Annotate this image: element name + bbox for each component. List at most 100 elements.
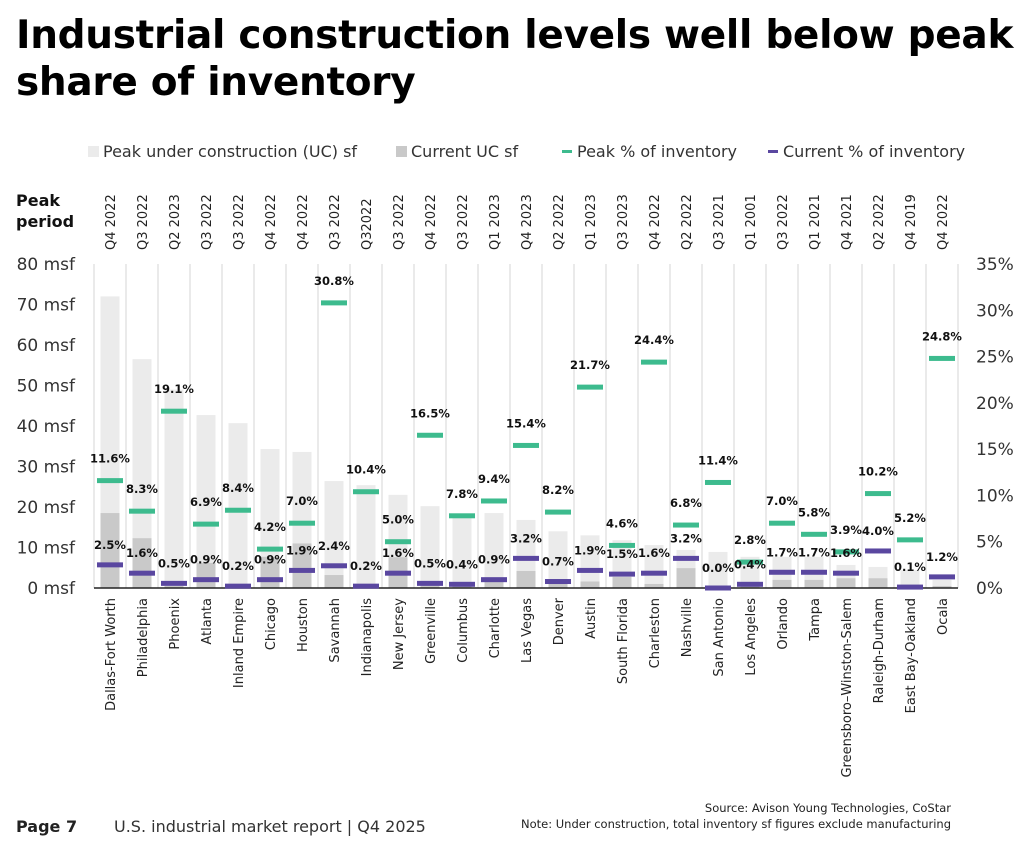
marker-current-pct (769, 569, 795, 575)
y-right-tick-label: 20% (976, 394, 1014, 414)
marker-peak-pct (129, 508, 155, 514)
marker-peak-pct (225, 507, 251, 513)
marker-peak-pct (513, 442, 539, 448)
data-label-peak-pct: 24.4% (634, 333, 674, 347)
bar-current-uc (772, 579, 792, 588)
data-label-current-pct: 1.6% (382, 546, 414, 560)
marker-current-pct (321, 563, 347, 569)
data-label-peak-pct: 5.2% (894, 511, 926, 525)
marker-peak-pct (673, 522, 699, 528)
report-name: U.S. industrial market report | Q4 2025 (114, 817, 426, 836)
y-right-tick-label: 30% (976, 301, 1014, 321)
marker-current-pct (97, 562, 123, 568)
x-tick-label: Houston (296, 598, 311, 652)
data-label-current-pct: 0.5% (414, 556, 446, 570)
bar-current-uc (100, 513, 120, 588)
data-label-peak-pct: 7.0% (766, 494, 798, 508)
marker-peak-pct (289, 520, 315, 526)
bar-current-uc (516, 570, 536, 588)
marker-current-pct (449, 581, 475, 587)
y-right-tick-label: 15% (976, 440, 1014, 460)
bar-current-uc (164, 585, 184, 588)
marker-current-pct (577, 567, 603, 573)
bar-peak-uc (324, 481, 344, 588)
marker-peak-pct (801, 531, 827, 537)
y-right-tick-label: 25% (976, 348, 1014, 368)
x-tick-label: Chicago (264, 598, 279, 650)
marker-current-pct (673, 555, 699, 561)
peak-period-value: Q2 2023 (168, 194, 183, 250)
data-label-current-pct: 4.0% (862, 524, 894, 538)
peak-period-value: Q2 2022 (552, 194, 567, 250)
bar-peak-uc (740, 556, 760, 588)
x-tick-label: Nashville (680, 598, 695, 657)
data-label-peak-pct: 11.4% (698, 453, 738, 467)
y-right-tick-label: 5% (976, 533, 1003, 553)
bar-current-uc (548, 583, 568, 588)
bar-peak-uc (420, 506, 440, 588)
peak-period-value: Q1 2023 (584, 194, 599, 250)
marker-peak-pct (385, 539, 411, 545)
x-tick-label: Indianapolis (360, 598, 375, 677)
bar-current-uc (484, 581, 504, 588)
peak-period-label-line1: Peak (16, 191, 60, 210)
x-tick-label: Raleigh-Durham (872, 598, 887, 703)
marker-current-pct (705, 585, 731, 591)
marker-current-pct (545, 579, 571, 585)
x-tick-label: Philadelphia (136, 598, 151, 677)
data-label-current-pct: 0.1% (894, 560, 926, 574)
data-label-current-pct: 1.6% (830, 546, 862, 560)
bar-peak-uc (228, 423, 248, 588)
peak-period-value: Q4 2023 (520, 194, 535, 250)
y-right-tick-label: 10% (976, 486, 1014, 506)
data-label-current-pct: 1.9% (574, 543, 606, 557)
marker-peak-pct (321, 300, 347, 306)
marker-current-pct (641, 570, 667, 576)
bar-peak-uc (548, 531, 568, 588)
peak-period-value: Q4 2022 (648, 194, 663, 250)
peak-period-value: Q4 2022 (424, 194, 439, 250)
marker-peak-pct (481, 498, 507, 504)
data-label-peak-pct: 15.4% (506, 416, 546, 430)
data-label-current-pct: 1.6% (638, 546, 670, 560)
chart: Peak under construction (UC) sf Current U… (16, 142, 1014, 778)
data-label-peak-pct: 9.4% (478, 472, 510, 486)
x-tick-label: Greensboro–Winston-Salem (840, 598, 855, 778)
legend-swatch (396, 146, 407, 157)
data-label-current-pct: 3.2% (670, 531, 702, 545)
data-label-current-pct: 1.9% (286, 543, 318, 557)
data-label-current-pct: 2.5% (94, 538, 126, 552)
footnote: Note: Under construction, total inventor… (521, 817, 951, 831)
y-left-tick-label: 40 msf (17, 417, 76, 437)
marker-current-pct (417, 580, 443, 586)
data-label-peak-pct: 7.0% (286, 494, 318, 508)
data-label-peak-pct: 4.6% (606, 516, 638, 530)
x-tick-label: Atlanta (200, 598, 215, 645)
bar-peak-uc (932, 579, 952, 588)
data-label-current-pct: 1.6% (126, 546, 158, 560)
marker-current-pct (193, 577, 219, 583)
peak-period-value: Q3 2022 (232, 194, 247, 250)
peak-period-value: Q3 2022 (392, 194, 407, 250)
marker-current-pct (513, 555, 539, 561)
peak-period-value: Q3 2021 (712, 194, 727, 250)
data-label-current-pct: 0.2% (350, 559, 382, 573)
x-tick-label: Greenville (424, 598, 439, 664)
peak-period-value: Q3 2022 (776, 194, 791, 250)
x-tick-label: Denver (552, 597, 567, 645)
bar-current-uc (676, 568, 696, 588)
data-label-current-pct: 2.4% (318, 539, 350, 553)
data-label-current-pct: 1.7% (766, 545, 798, 559)
marker-peak-pct (609, 542, 635, 548)
x-tick-label: Las Vegas (520, 598, 535, 663)
data-label-current-pct: 1.5% (606, 547, 638, 561)
peak-period-value: Q4 2021 (840, 194, 855, 250)
x-tick-label: Austin (584, 598, 599, 639)
bar-peak-uc (580, 535, 600, 588)
data-label-peak-pct: 24.8% (922, 329, 962, 343)
peak-period-value: Q32022 (360, 198, 375, 250)
x-tick-label: Savannah (328, 598, 343, 663)
marker-current-pct (289, 567, 315, 573)
legend-label: Peak % of inventory (577, 142, 737, 161)
data-label-current-pct: 0.2% (222, 559, 254, 573)
